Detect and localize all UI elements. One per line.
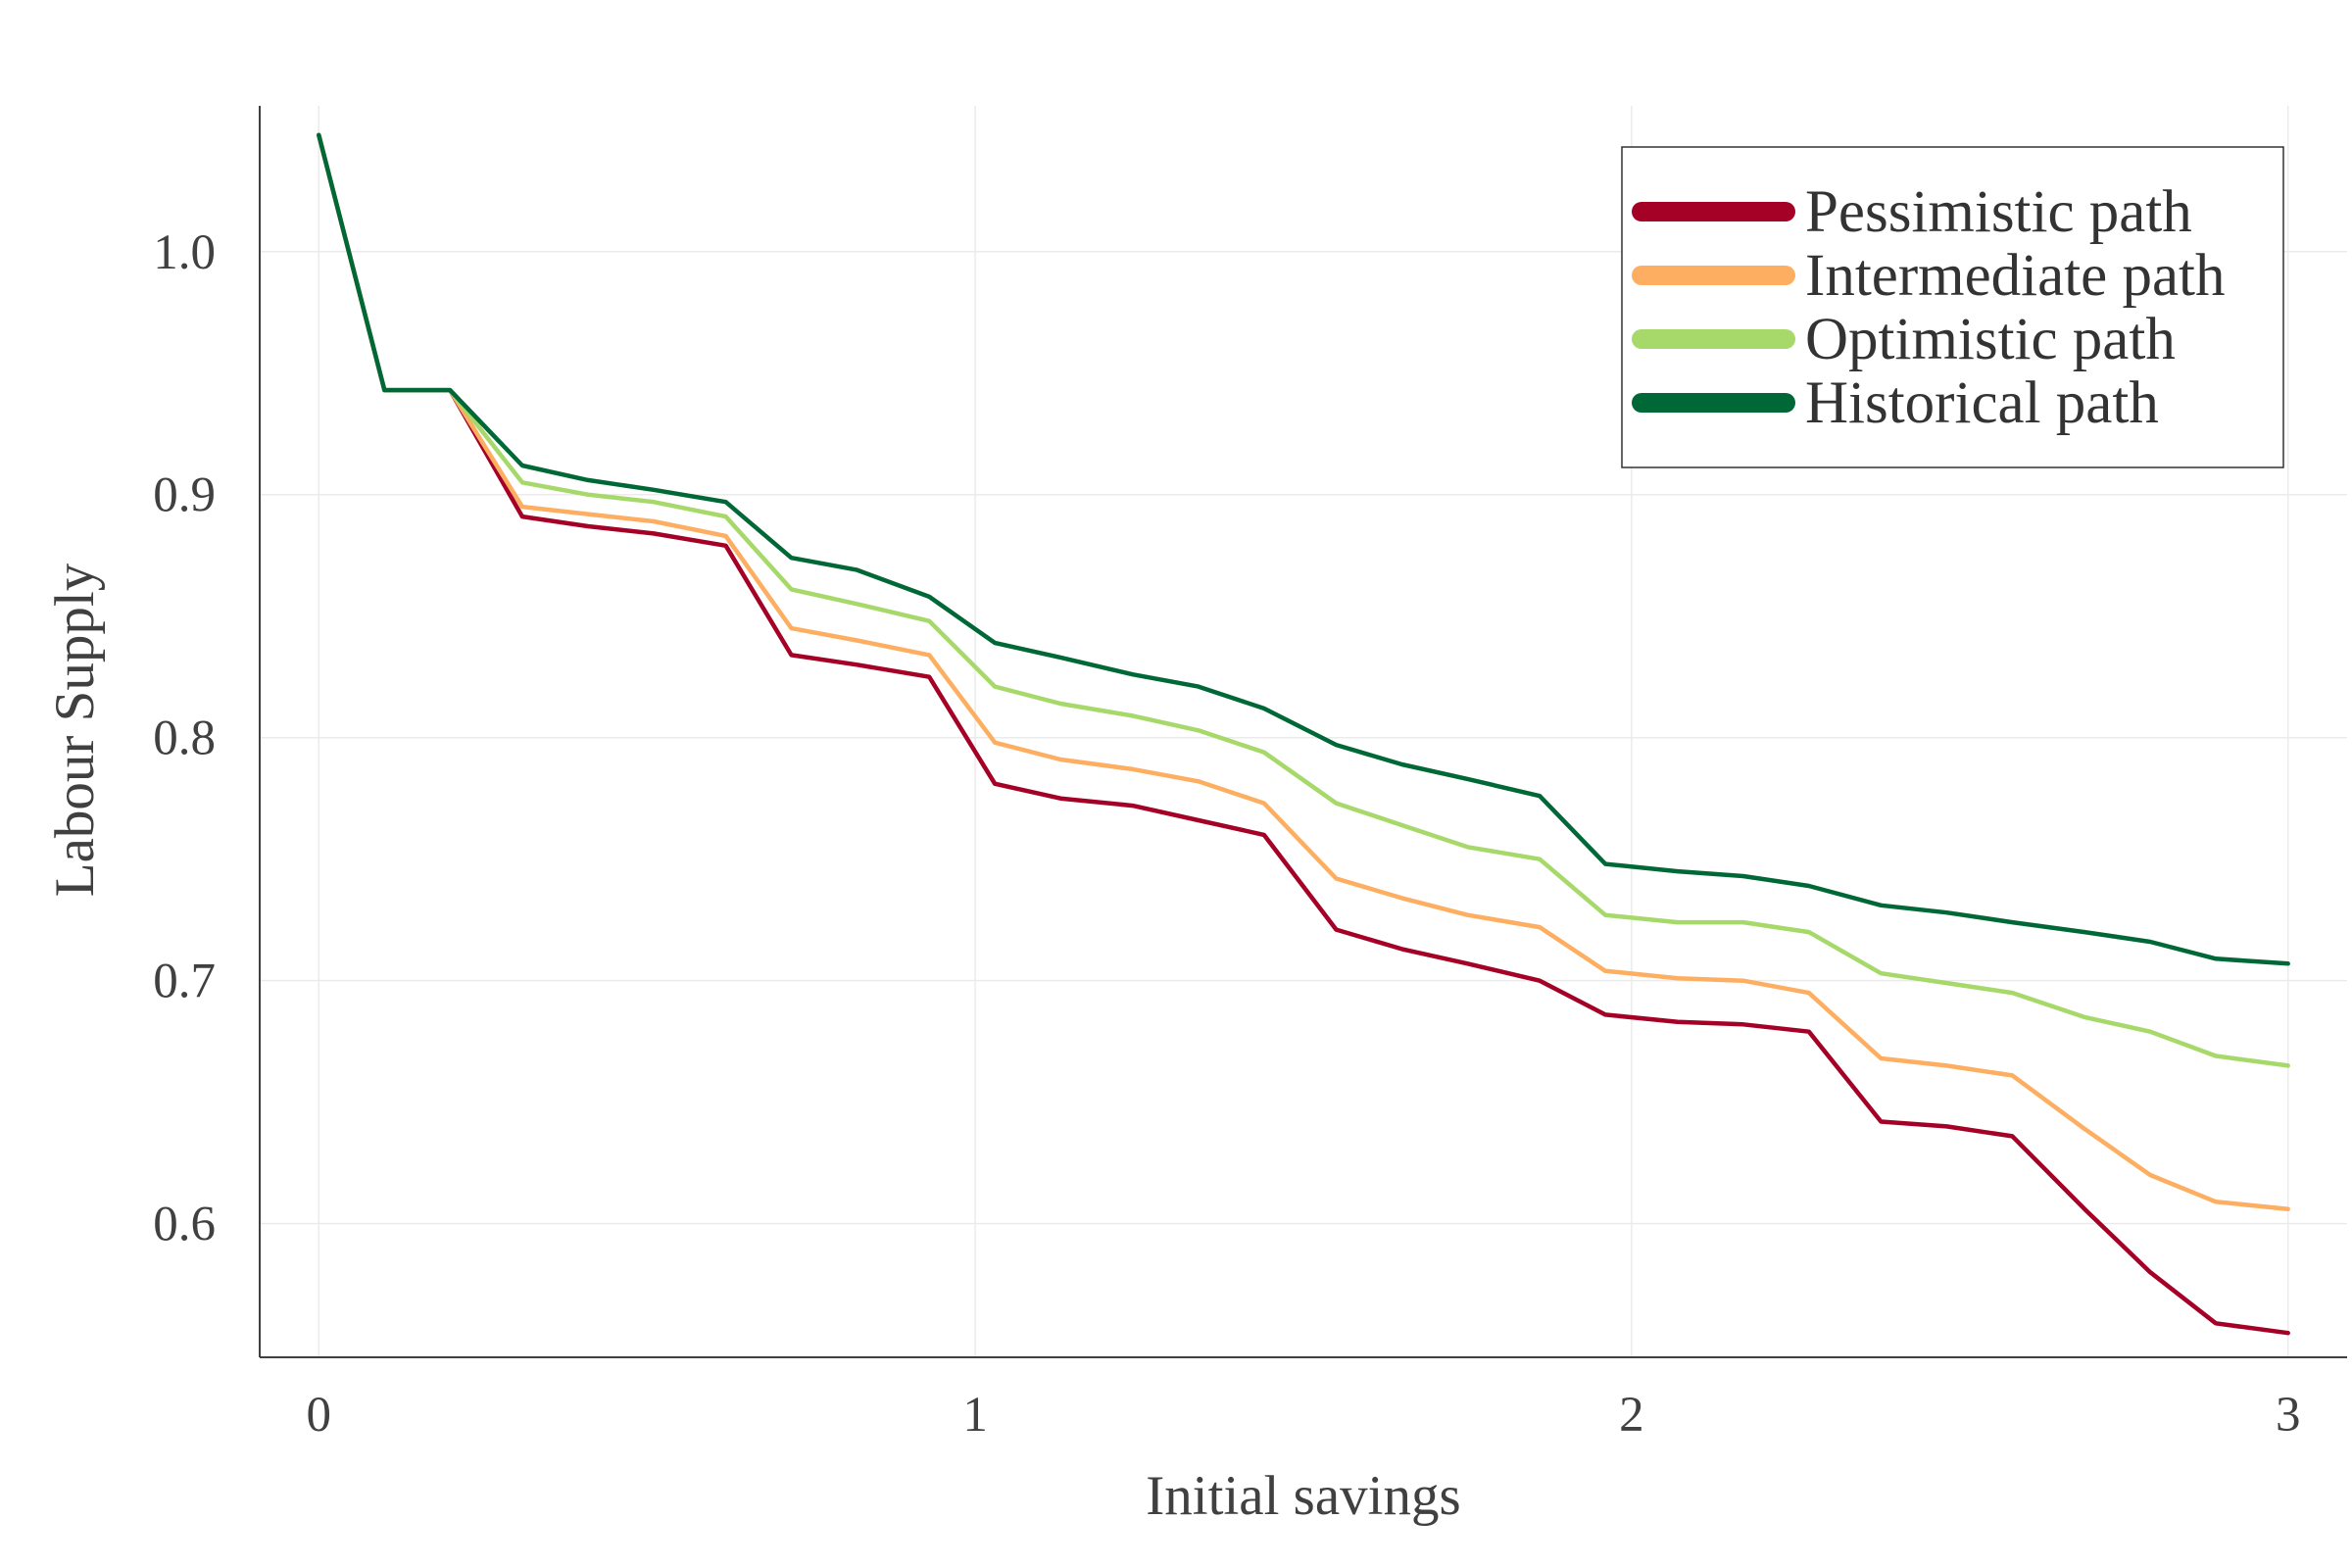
axes — [259, 106, 2347, 1358]
legend-label-pessimistic-path: Pessimistic path — [1805, 179, 2192, 245]
legend-label-optimistic-path: Optimistic path — [1805, 307, 2176, 372]
y-tick-label: 1.0 — [153, 225, 216, 280]
x-tick-label: 2 — [1619, 1388, 1644, 1443]
series-line-pessimistic-path — [317, 132, 2290, 1336]
x-tick-label: 0 — [307, 1388, 332, 1443]
series-line-optimistic-path — [317, 132, 2290, 1068]
x-axis-label: Initial savings — [1146, 1465, 1460, 1527]
y-tick-label: 0.6 — [153, 1198, 216, 1252]
y-axis-label: Labour Supply — [44, 563, 106, 897]
tick-labels: 0 1 2 3 0.6 0.7 0.8 0.9 1.0 — [153, 225, 2300, 1443]
legend-label-intermediate-path: Intermediate path — [1805, 243, 2226, 309]
x-tick-label: 1 — [962, 1388, 988, 1443]
x-tick-label: 3 — [2276, 1388, 2301, 1443]
y-tick-label: 0.8 — [153, 711, 216, 766]
y-tick-label: 0.7 — [153, 955, 216, 1009]
legend-box — [1621, 146, 2284, 468]
series-line-intermediate-path — [317, 132, 2290, 1211]
y-tick-label: 0.9 — [153, 468, 216, 523]
series-lines — [317, 132, 2290, 1336]
legend-label-historical-path: Historical path — [1805, 370, 2159, 436]
series-line-historical-path — [317, 132, 2290, 966]
